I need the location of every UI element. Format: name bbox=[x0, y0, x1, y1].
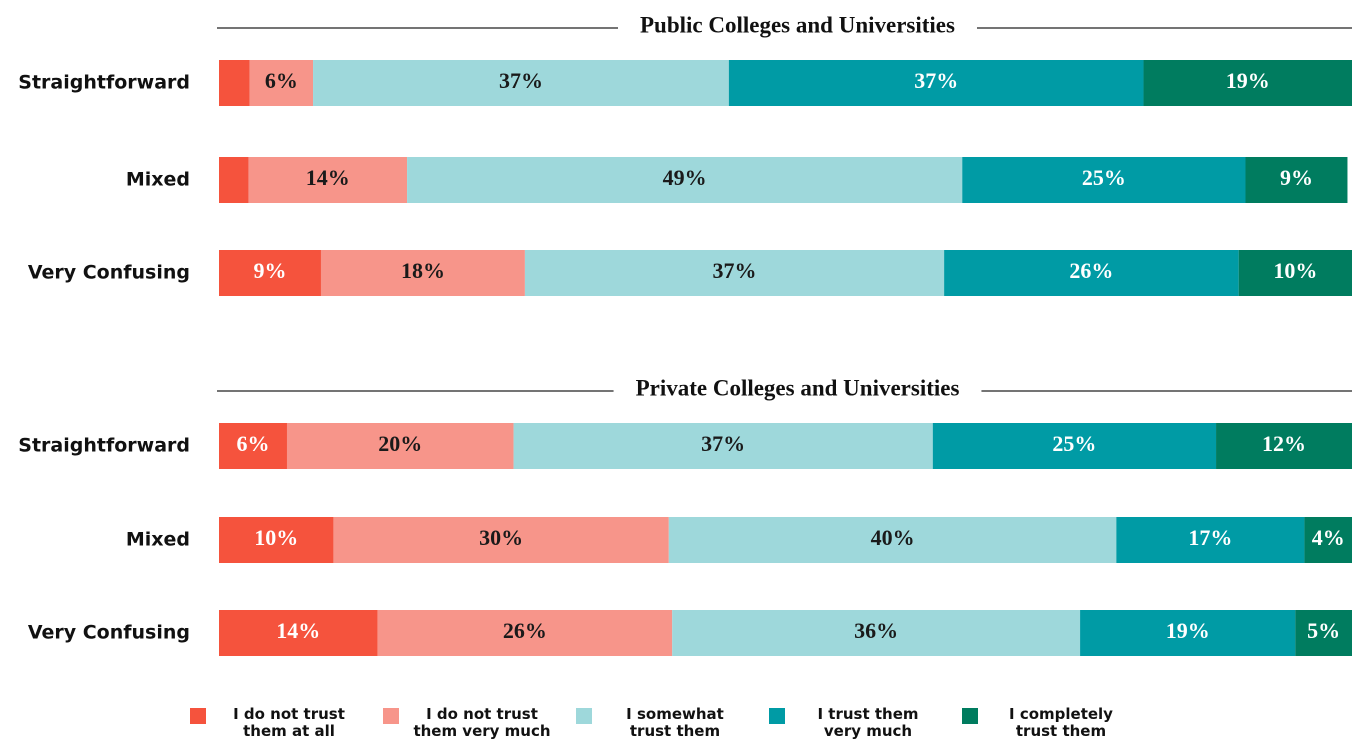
value-label: 6% bbox=[265, 68, 298, 93]
bar-segment bbox=[219, 610, 378, 656]
category-label: Mixed bbox=[126, 529, 190, 551]
bar-segment bbox=[668, 517, 1117, 563]
value-label: 37% bbox=[701, 431, 745, 456]
value-label: 37% bbox=[713, 258, 757, 283]
bar-segment bbox=[1143, 60, 1352, 106]
bar-segment bbox=[1080, 610, 1296, 656]
bar-segment bbox=[219, 423, 287, 469]
legend: I do not trust them at all I do not trust… bbox=[190, 706, 1155, 740]
value-label: 10% bbox=[1273, 258, 1317, 283]
legend-item: I somewhat trust them bbox=[576, 706, 769, 740]
bar-segment bbox=[313, 60, 729, 106]
legend-swatch bbox=[576, 708, 592, 724]
bar-segment bbox=[728, 60, 1144, 106]
bar-segment bbox=[944, 250, 1239, 296]
value-label: 20% bbox=[378, 431, 422, 456]
legend-label: I completely trust them bbox=[1009, 705, 1113, 740]
legend-item: I do not trust them very much bbox=[383, 706, 576, 740]
bar-segment bbox=[1238, 250, 1352, 296]
bar-segment bbox=[513, 423, 933, 469]
bar-segment bbox=[333, 517, 669, 563]
bar-segment bbox=[524, 250, 945, 296]
value-label: 25% bbox=[1052, 431, 1096, 456]
bar-segment bbox=[377, 610, 673, 656]
value-label: 17% bbox=[1188, 525, 1232, 550]
bar-segment bbox=[1295, 610, 1352, 656]
value-label: 26% bbox=[1069, 258, 1113, 283]
chart-title: Private Colleges and Universities bbox=[636, 375, 960, 400]
value-label: 19% bbox=[1226, 68, 1270, 93]
value-label: 18% bbox=[401, 258, 445, 283]
value-label: 26% bbox=[503, 618, 547, 643]
value-label: 14% bbox=[276, 618, 320, 643]
value-label: 4% bbox=[1312, 525, 1345, 550]
value-label: 14% bbox=[306, 165, 350, 190]
bar-segment bbox=[672, 610, 1081, 656]
category-label: Straightforward bbox=[18, 435, 190, 457]
bar-segment bbox=[219, 517, 334, 563]
legend-item: I trust them very much bbox=[769, 706, 962, 740]
bar-segment bbox=[962, 157, 1246, 203]
legend-label: I trust them very much bbox=[817, 705, 919, 740]
chart: Public Colleges and Universities Straight… bbox=[18, 12, 1352, 656]
value-label: 5% bbox=[1307, 618, 1340, 643]
value-label: 30% bbox=[479, 525, 523, 550]
legend-item: I do not trust them at all bbox=[190, 706, 383, 740]
bar-segment bbox=[320, 250, 525, 296]
value-label: 10% bbox=[254, 525, 298, 550]
category-label: Very Confusing bbox=[28, 622, 190, 644]
bar-segment bbox=[1304, 517, 1352, 563]
legend-swatch bbox=[190, 708, 206, 724]
value-label: 37% bbox=[914, 68, 958, 93]
value-label: 9% bbox=[253, 258, 286, 283]
bar-segment bbox=[219, 250, 321, 296]
value-label: 37% bbox=[499, 68, 543, 93]
bar-segment bbox=[1216, 423, 1352, 469]
bar-segment bbox=[219, 157, 249, 203]
legend-item: I completely trust them bbox=[962, 706, 1155, 740]
category-label: Very Confusing bbox=[28, 262, 190, 284]
value-label: 12% bbox=[1262, 431, 1306, 456]
value-label: 19% bbox=[1166, 618, 1210, 643]
legend-swatch bbox=[962, 708, 978, 724]
value-label: 25% bbox=[1082, 165, 1126, 190]
legend-swatch bbox=[383, 708, 399, 724]
category-label: Mixed bbox=[126, 169, 190, 191]
bar-segment bbox=[248, 157, 408, 203]
chart-title: Public Colleges and Universities bbox=[640, 12, 955, 37]
bar-segment bbox=[407, 157, 963, 203]
legend-swatch bbox=[769, 708, 785, 724]
bar-segment bbox=[249, 60, 314, 106]
category-label: Straightforward bbox=[18, 72, 190, 94]
value-label: 49% bbox=[663, 165, 707, 190]
legend-label: I do not trust them very much bbox=[413, 705, 551, 740]
legend-label: I somewhat trust them bbox=[626, 705, 724, 740]
value-label: 6% bbox=[236, 431, 269, 456]
legend-label: I do not trust them at all bbox=[233, 705, 345, 740]
bar-segment bbox=[1245, 157, 1348, 203]
value-label: 36% bbox=[854, 618, 898, 643]
bar-segment bbox=[1116, 517, 1305, 563]
bar-segment bbox=[219, 60, 250, 106]
bar-segment bbox=[932, 423, 1217, 469]
bar-segment bbox=[286, 423, 514, 469]
value-label: 40% bbox=[871, 525, 915, 550]
value-label: 9% bbox=[1280, 165, 1313, 190]
